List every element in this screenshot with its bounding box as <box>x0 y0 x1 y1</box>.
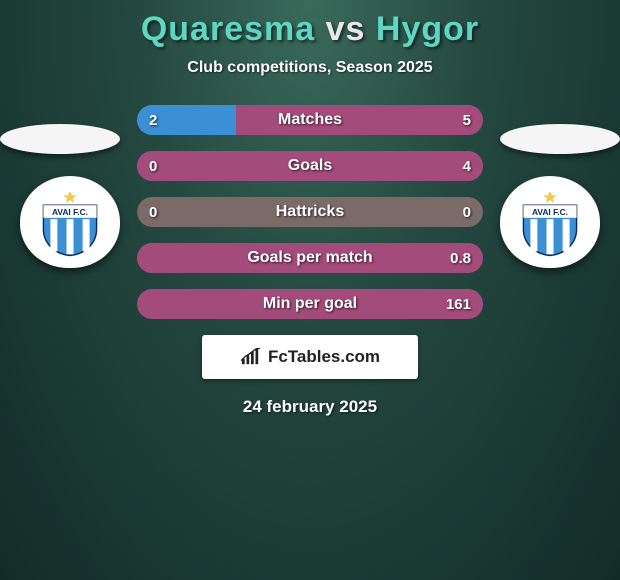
stat-label: Hattricks <box>137 197 483 227</box>
stat-row: Hattricks0 0 <box>137 197 483 227</box>
player1-name: Quaresma <box>141 10 315 48</box>
date-text: 24 february 2025 <box>0 397 620 417</box>
stat-value-left: 2 <box>149 105 157 135</box>
stat-value-right: 161 <box>446 289 471 319</box>
stat-row: Goals per match0.8 <box>137 243 483 273</box>
brand-box: FcTables.com <box>202 335 418 379</box>
player1-club-badge: AVAI F.C. <box>20 176 120 268</box>
brand-text: FcTables.com <box>268 347 380 367</box>
subtitle: Club competitions, Season 2025 <box>0 59 620 77</box>
player2-name: Hygor <box>376 10 479 48</box>
stat-label: Goals <box>137 151 483 181</box>
stat-value-right: 4 <box>463 151 471 181</box>
player1-photo-placeholder <box>0 124 120 154</box>
stat-value-right: 5 <box>463 105 471 135</box>
stat-row: Matches2 5 <box>137 105 483 135</box>
svg-text:AVAI F.C.: AVAI F.C. <box>532 207 568 217</box>
player2-club-badge: AVAI F.C. <box>500 176 600 268</box>
stat-value-right: 0 <box>463 197 471 227</box>
stat-label: Matches <box>137 105 483 135</box>
svg-text:AVAI F.C.: AVAI F.C. <box>52 207 88 217</box>
stat-row: Goals0 4 <box>137 151 483 181</box>
stat-value-left: 0 <box>149 151 157 181</box>
player2-photo-placeholder <box>500 124 620 154</box>
stat-value-left: 0 <box>149 197 157 227</box>
stat-label: Goals per match <box>137 243 483 273</box>
stats-bars: Matches25Goals04Hattricks00Goals per mat… <box>137 105 483 319</box>
vs-text: vs <box>326 10 366 48</box>
stat-label: Min per goal <box>137 289 483 319</box>
stat-row: Min per goal161 <box>137 289 483 319</box>
comparison-title: Quaresma vs Hygor <box>0 0 620 49</box>
stat-value-right: 0.8 <box>450 243 471 273</box>
brand-chart-icon <box>240 348 262 366</box>
